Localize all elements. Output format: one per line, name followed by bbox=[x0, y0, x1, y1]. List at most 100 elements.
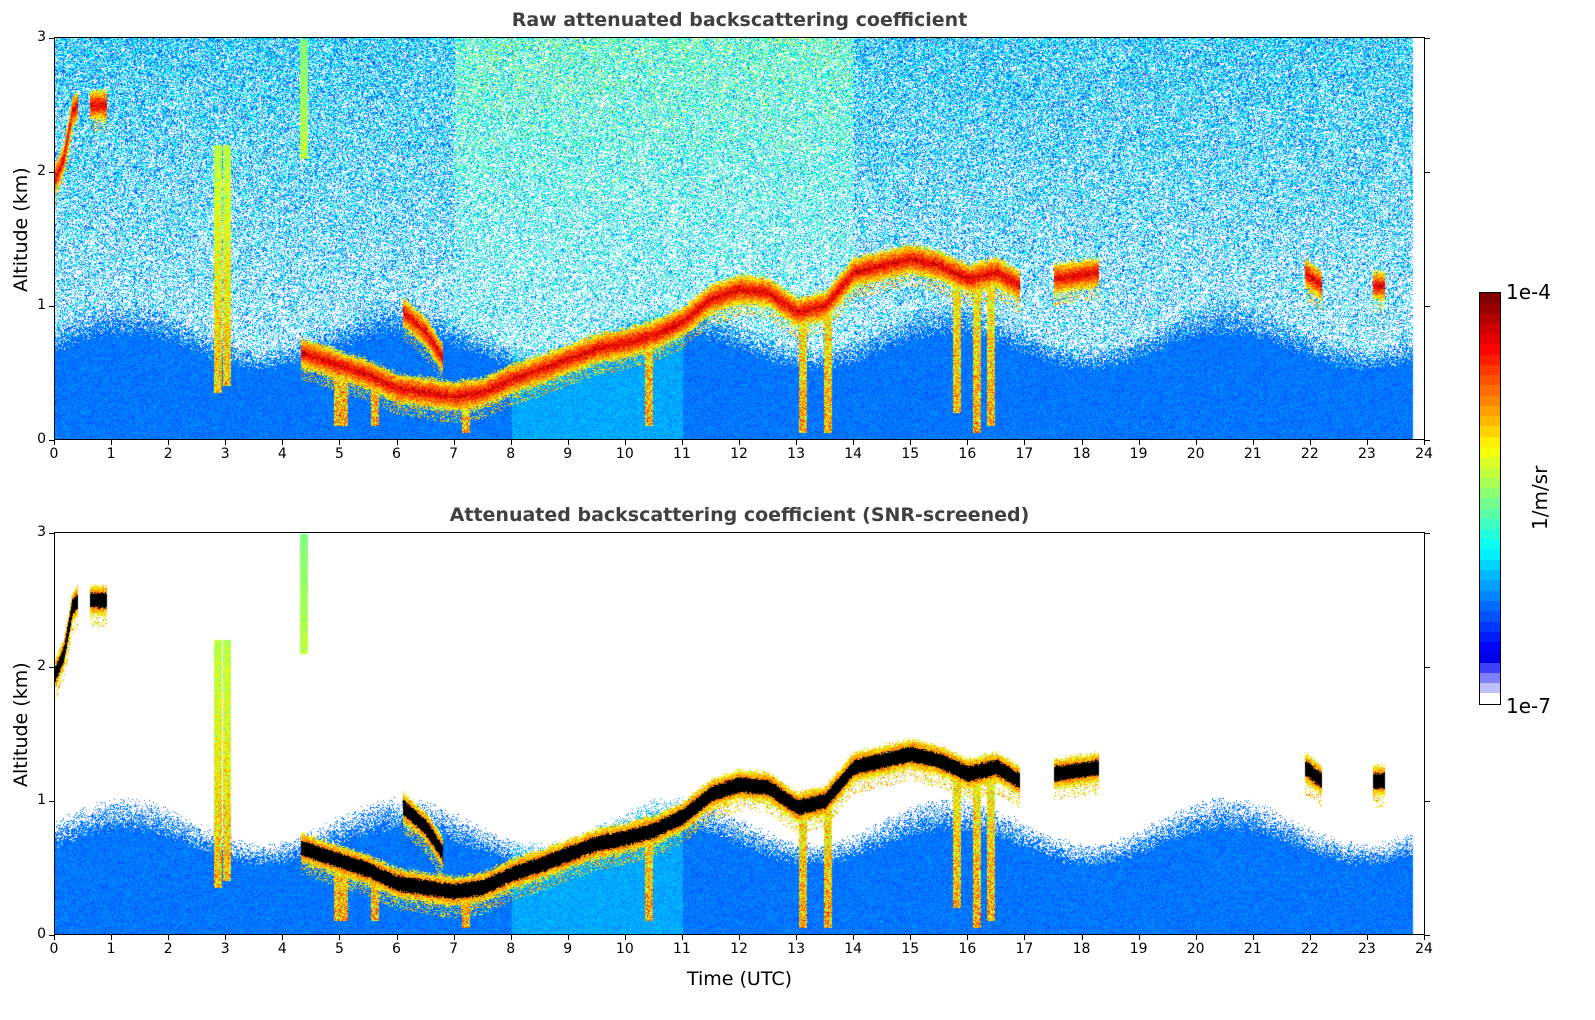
colorbar-segment bbox=[1480, 323, 1500, 335]
y-tick-mark bbox=[49, 801, 54, 802]
x-tick-mark bbox=[624, 935, 626, 940]
top-panel-title: Raw attenuated backscattering coefficien… bbox=[511, 9, 968, 31]
x-tick-label: 7 bbox=[449, 941, 459, 957]
x-tick-mark bbox=[739, 935, 740, 940]
x-tick-label: 17 bbox=[1015, 941, 1034, 957]
x-tick-mark bbox=[1252, 935, 1254, 940]
y-tick-label: 0 bbox=[37, 431, 46, 447]
colorbar-segment bbox=[1480, 334, 1500, 345]
x-tick-label: 9 bbox=[563, 446, 573, 462]
x-tick-label: 8 bbox=[506, 941, 516, 957]
colorbar-segment bbox=[1480, 498, 1500, 509]
colorbar-segment bbox=[1480, 395, 1500, 406]
x-tick-label: 19 bbox=[1129, 446, 1148, 462]
colorbar-segment bbox=[1480, 672, 1500, 684]
colorbar-segment bbox=[1480, 529, 1500, 540]
x-tick-label: 16 bbox=[958, 941, 977, 957]
x-tick-label: 10 bbox=[615, 446, 634, 462]
x-tick-label: 5 bbox=[334, 446, 344, 462]
x-tick-mark bbox=[168, 440, 170, 445]
x-tick-label: 3 bbox=[220, 446, 230, 462]
x-tick-label: 8 bbox=[506, 446, 516, 462]
x-tick-label: 20 bbox=[1186, 446, 1205, 462]
colorbar-segment bbox=[1480, 539, 1500, 550]
y-tick-mark-right bbox=[1425, 533, 1430, 534]
x-tick-mark bbox=[396, 440, 398, 445]
colorbar-segment bbox=[1480, 631, 1500, 643]
x-tick-label: 23 bbox=[1357, 446, 1376, 462]
y-tick-mark bbox=[49, 172, 54, 173]
colorbar-segment bbox=[1480, 426, 1500, 437]
x-tick-label: 21 bbox=[1243, 446, 1262, 462]
x-tick-label: 3 bbox=[220, 941, 230, 957]
x-tick-mark bbox=[567, 935, 569, 940]
x-tick-mark bbox=[567, 440, 569, 445]
colorbar-segment bbox=[1480, 385, 1500, 396]
y-tick-mark-right bbox=[1425, 440, 1430, 441]
x-tick-mark bbox=[1195, 440, 1197, 445]
x-tick-mark bbox=[1366, 935, 1368, 940]
x-tick-label: 15 bbox=[901, 941, 920, 957]
x-tick-label: 11 bbox=[672, 446, 691, 462]
x-tick-label: 6 bbox=[392, 446, 401, 462]
colorbar-segment bbox=[1480, 303, 1500, 314]
colorbar bbox=[1479, 292, 1501, 705]
colorbar-segment bbox=[1480, 549, 1500, 560]
x-tick-mark bbox=[111, 440, 113, 445]
x-tick-label: 9 bbox=[563, 941, 573, 957]
x-tick-label: 13 bbox=[787, 446, 805, 462]
colorbar-segment bbox=[1480, 621, 1500, 632]
screened-backscatter-heatmap bbox=[55, 533, 1424, 934]
y-tick-mark-right bbox=[1425, 306, 1430, 307]
colorbar-segment bbox=[1480, 477, 1500, 489]
x-tick-label: 24 bbox=[1415, 446, 1433, 462]
x-tick-mark bbox=[1366, 440, 1368, 445]
x-tick-label: 13 bbox=[787, 941, 805, 957]
x-tick-mark bbox=[1081, 935, 1083, 940]
x-tick-label: 6 bbox=[392, 941, 401, 957]
y-tick-label: 2 bbox=[37, 163, 46, 179]
x-tick-mark bbox=[282, 935, 284, 940]
x-tick-mark bbox=[739, 440, 740, 445]
colorbar-segment bbox=[1480, 293, 1500, 304]
x-tick-label: 2 bbox=[163, 446, 173, 462]
y-tick-label: 2 bbox=[37, 658, 46, 674]
x-tick-label: 10 bbox=[615, 941, 634, 957]
colorbar-segment bbox=[1480, 354, 1500, 365]
y-tick-mark bbox=[49, 667, 54, 668]
x-tick-label: 23 bbox=[1357, 941, 1376, 957]
x-tick-label: 5 bbox=[334, 941, 344, 957]
x-tick-mark bbox=[510, 440, 512, 445]
x-tick-mark bbox=[510, 935, 512, 940]
y-tick-mark-right bbox=[1425, 172, 1430, 173]
y-tick-label: 1 bbox=[37, 297, 46, 313]
x-tick-mark bbox=[910, 440, 912, 445]
x-tick-mark bbox=[1138, 935, 1140, 940]
x-tick-label: 14 bbox=[844, 446, 863, 462]
x-tick-mark bbox=[54, 440, 55, 445]
x-tick-label: 20 bbox=[1186, 941, 1205, 957]
x-tick-label: 2 bbox=[163, 941, 173, 957]
x-tick-mark bbox=[681, 935, 683, 940]
colorbar-segment bbox=[1480, 416, 1500, 427]
x-tick-mark bbox=[1424, 935, 1425, 940]
x-tick-label: 16 bbox=[958, 446, 977, 462]
colorbar-segment bbox=[1480, 611, 1500, 622]
colorbar-segment bbox=[1480, 652, 1500, 663]
x-tick-label: 0 bbox=[49, 941, 59, 957]
x-tick-mark bbox=[453, 935, 455, 940]
x-tick-label: 0 bbox=[49, 446, 59, 462]
colorbar-segment bbox=[1480, 570, 1500, 581]
x-tick-label: 12 bbox=[730, 446, 748, 462]
colorbar-segment bbox=[1480, 693, 1500, 704]
x-tick-mark bbox=[54, 935, 55, 940]
colorbar-segment bbox=[1480, 446, 1500, 458]
x-tick-label: 4 bbox=[277, 446, 287, 462]
x-tick-mark bbox=[1138, 440, 1140, 445]
x-tick-mark bbox=[1195, 935, 1197, 940]
colorbar-segment bbox=[1480, 488, 1500, 499]
x-tick-mark bbox=[967, 440, 969, 445]
y-tick-mark-right bbox=[1425, 935, 1430, 936]
x-tick-mark bbox=[282, 440, 284, 445]
y-tick-label: 3 bbox=[37, 524, 46, 540]
